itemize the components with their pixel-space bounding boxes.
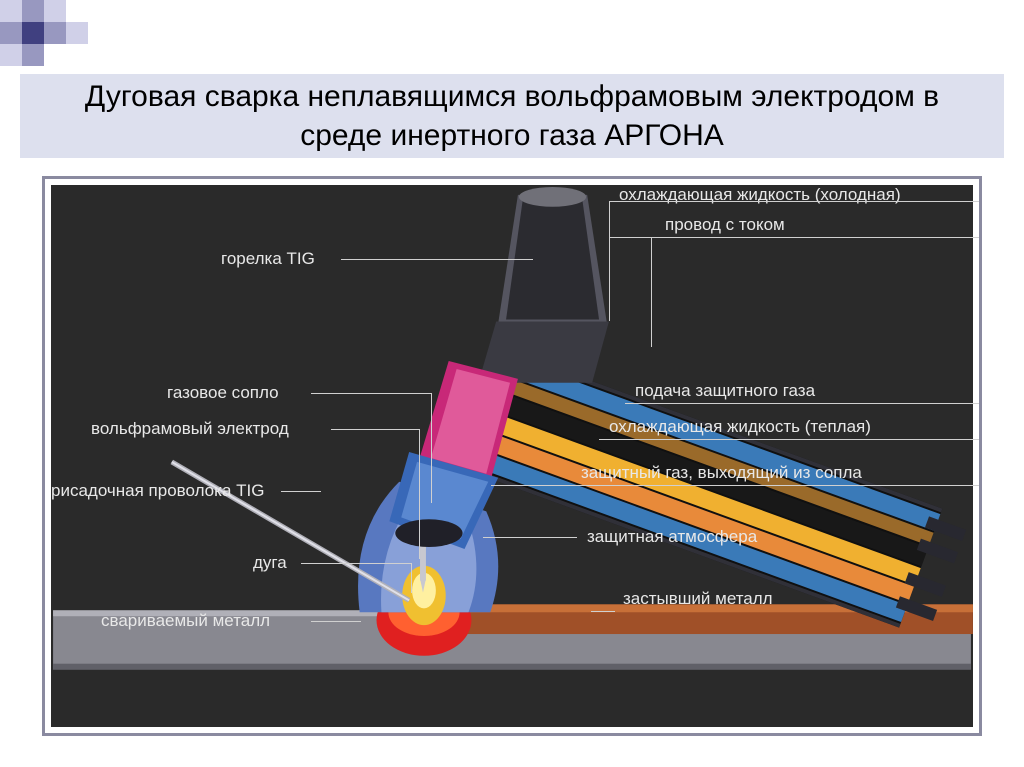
label-nozzle: газовое сопло — [167, 383, 279, 403]
label-coolant-cold: охлаждающая жидкость (холодная) — [619, 185, 901, 205]
label-solidified: застывший металл — [623, 589, 773, 609]
label-gas-out: защитный газ, выходящий из сопла — [581, 463, 862, 483]
label-base-metal: свариваемый металл — [101, 611, 270, 631]
diagram-background: горелка TIG газовое сопло вольфрамовый э… — [51, 185, 973, 727]
label-atmosphere: защитная атмосфера — [587, 527, 757, 547]
label-wire-current: провод с током — [665, 215, 785, 235]
slide-title-bar: Дуговая сварка неплавящимся вольфрамовым… — [20, 74, 1004, 158]
diagram-frame: горелка TIG газовое сопло вольфрамовый э… — [42, 176, 982, 736]
label-gas-feed: подача защитного газа — [635, 381, 815, 401]
label-coolant-warm: охлаждающая жидкость (теплая) — [609, 417, 871, 437]
tig-torch-diagram — [51, 185, 973, 727]
slide-title: Дуговая сварка неплавящимся вольфрамовым… — [40, 77, 984, 155]
label-filler: рисадочная проволока TIG — [51, 481, 264, 501]
label-torch: горелка TIG — [221, 249, 315, 269]
label-arc: дуга — [253, 553, 287, 573]
label-electrode: вольфрамовый электрод — [91, 419, 289, 439]
